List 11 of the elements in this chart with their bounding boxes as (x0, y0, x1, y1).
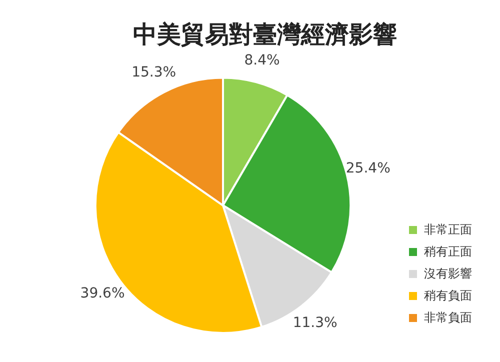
legend-label: 非常負面 (424, 310, 472, 324)
legend-label: 稍有負面 (424, 288, 472, 302)
data-label: 8.4% (244, 52, 280, 69)
data-label: 11.3% (292, 314, 338, 331)
legend-label: 非常正面 (424, 222, 472, 236)
data-label: 39.6% (80, 286, 125, 302)
legend-label: 沒有影響 (424, 266, 472, 280)
chart-title: 中美貿易對臺灣經濟影響 (133, 20, 397, 49)
data-label: 15.3% (132, 64, 176, 80)
data-label: 25.4% (346, 160, 390, 177)
legend-label: 稍有正面 (424, 244, 472, 258)
